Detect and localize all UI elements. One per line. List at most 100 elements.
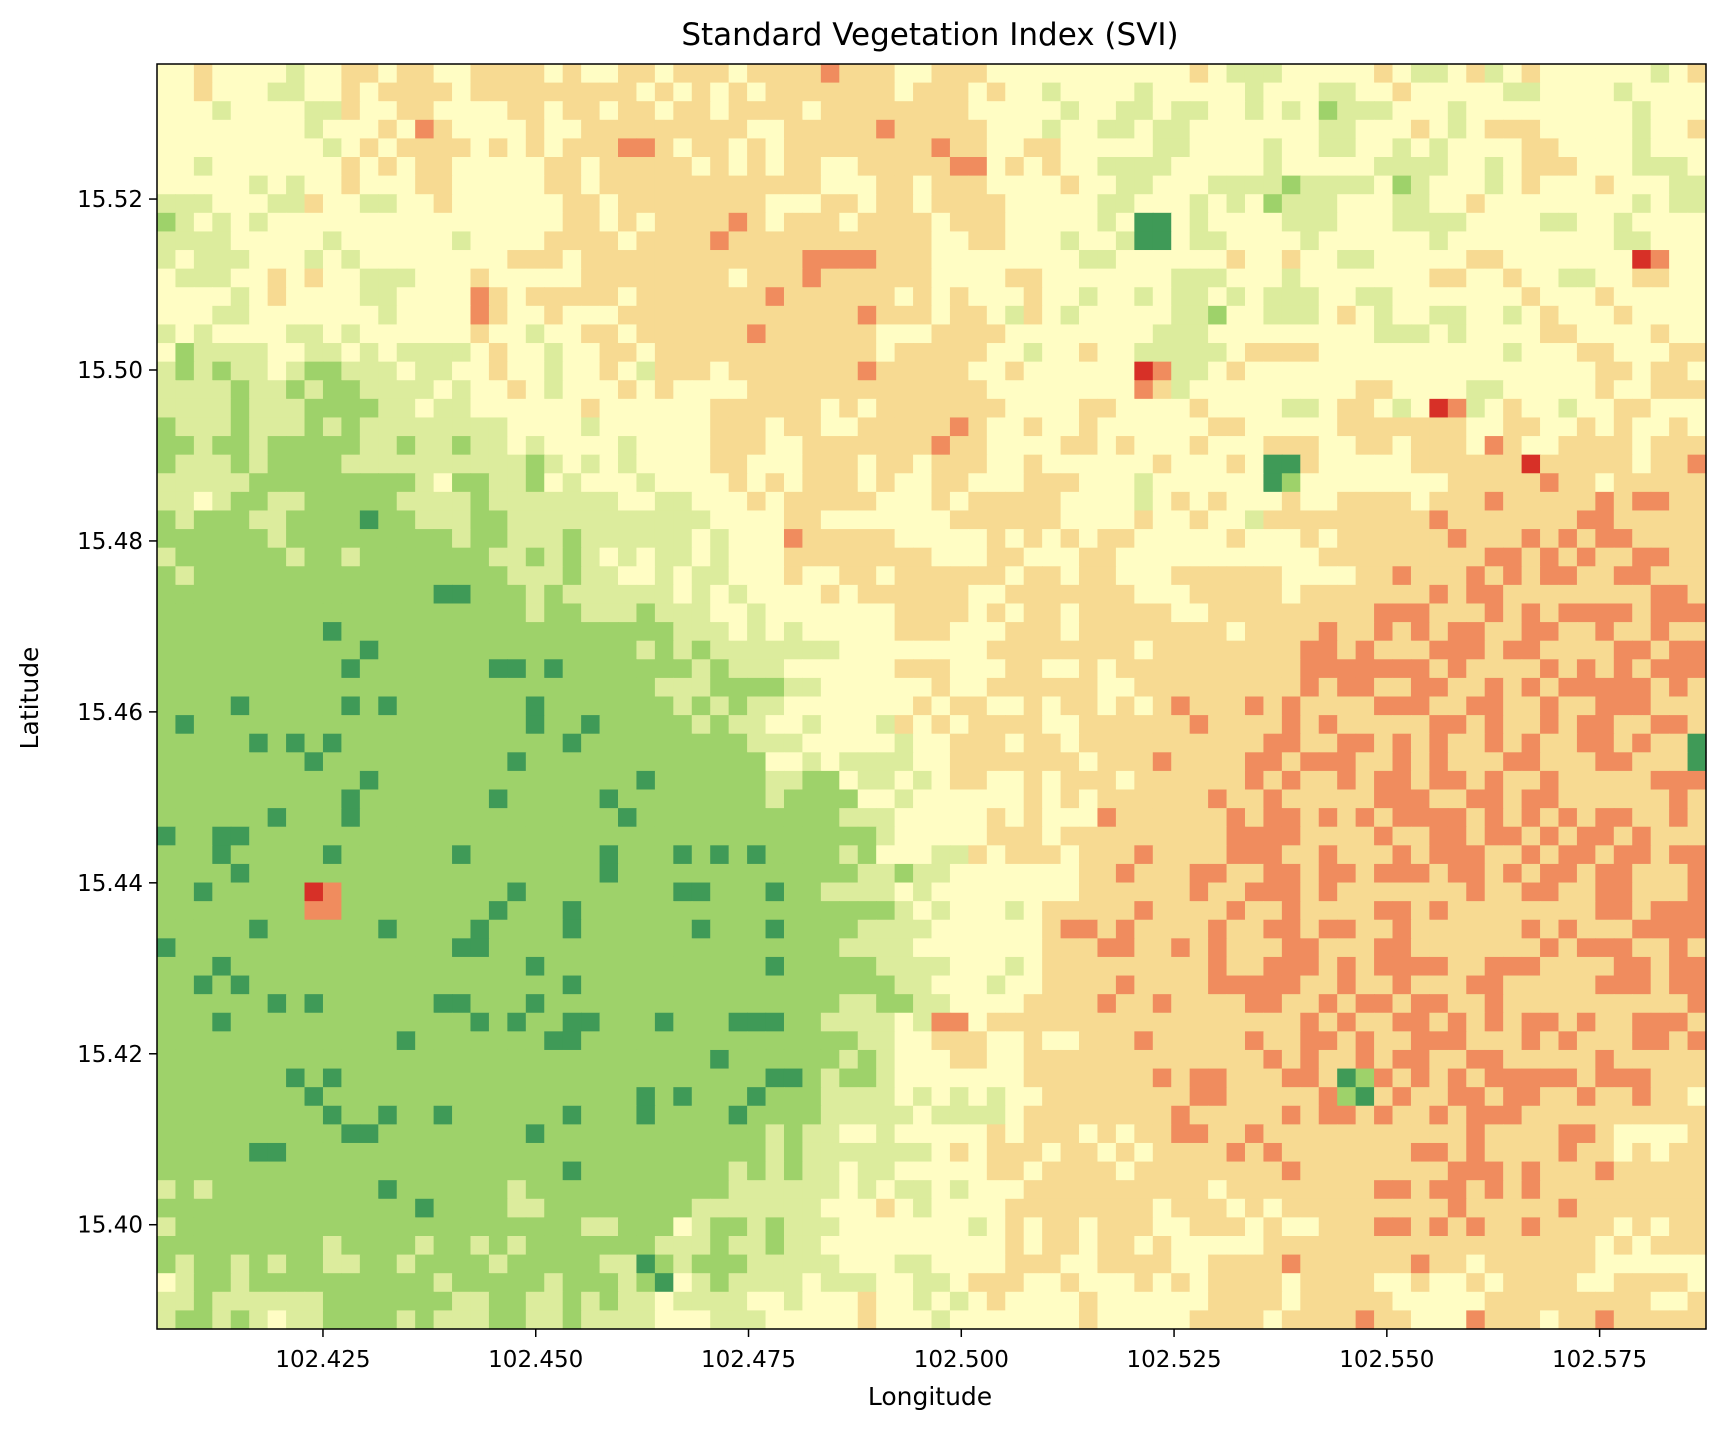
heatmap-cell bbox=[876, 584, 896, 605]
heatmap-cell bbox=[1669, 1124, 1689, 1144]
heatmap-cell bbox=[267, 845, 287, 865]
heatmap-cell bbox=[359, 584, 379, 605]
heatmap-cell bbox=[691, 380, 711, 400]
heatmap-cell bbox=[1576, 268, 1596, 288]
heatmap-cell bbox=[1650, 361, 1670, 381]
heatmap-cell bbox=[1134, 268, 1154, 288]
heatmap-cell bbox=[1355, 119, 1375, 140]
heatmap-cell bbox=[986, 454, 1006, 474]
heatmap-cell bbox=[1355, 398, 1375, 419]
heatmap-cell bbox=[1447, 789, 1467, 809]
heatmap-cell bbox=[304, 1105, 324, 1125]
heatmap-cell bbox=[1484, 250, 1504, 270]
heatmap-cell bbox=[378, 417, 398, 437]
heatmap-cell bbox=[876, 1124, 896, 1144]
heatmap-cell bbox=[636, 566, 656, 586]
heatmap-cell bbox=[1263, 231, 1283, 251]
heatmap-cell bbox=[820, 789, 840, 809]
heatmap-cell bbox=[1374, 510, 1394, 530]
heatmap-cell bbox=[1650, 863, 1670, 884]
heatmap-cell bbox=[876, 529, 896, 549]
heatmap-cell bbox=[1337, 733, 1357, 753]
heatmap-cell bbox=[1281, 212, 1301, 233]
heatmap-cell bbox=[1650, 1049, 1670, 1070]
heatmap-cell bbox=[1576, 510, 1596, 530]
heatmap-cell bbox=[1171, 268, 1191, 288]
heatmap-cell bbox=[728, 138, 748, 158]
heatmap-cell bbox=[341, 1012, 361, 1032]
heatmap-cell bbox=[673, 770, 693, 791]
heatmap-cell bbox=[783, 640, 804, 660]
heatmap-cell bbox=[230, 938, 250, 958]
heatmap-cell bbox=[322, 82, 342, 102]
heatmap-cell bbox=[488, 64, 508, 84]
heatmap-cell bbox=[710, 808, 730, 828]
heatmap-cell bbox=[470, 510, 490, 530]
heatmap-cell bbox=[1226, 901, 1246, 921]
heatmap-cell bbox=[267, 640, 287, 660]
heatmap-cell bbox=[1521, 138, 1541, 158]
heatmap-cell bbox=[857, 1068, 877, 1088]
heatmap-cell bbox=[470, 436, 490, 456]
heatmap-cell bbox=[654, 752, 674, 772]
heatmap-cell bbox=[747, 938, 767, 958]
heatmap-cell bbox=[378, 231, 398, 251]
heatmap-cell bbox=[691, 436, 711, 456]
heatmap-cell bbox=[304, 138, 324, 158]
heatmap-cell bbox=[470, 826, 490, 846]
heatmap-cell bbox=[1337, 659, 1357, 679]
heatmap-cell bbox=[322, 845, 342, 865]
heatmap-cell bbox=[1503, 250, 1523, 270]
heatmap-cell bbox=[986, 919, 1006, 939]
heatmap-cell bbox=[1208, 975, 1228, 995]
heatmap-cell bbox=[802, 194, 822, 214]
heatmap-cell bbox=[378, 715, 398, 735]
heatmap-cell bbox=[1669, 1142, 1689, 1163]
heatmap-cell bbox=[415, 696, 435, 716]
heatmap-cell bbox=[1669, 826, 1689, 846]
heatmap-cell bbox=[765, 677, 785, 698]
heatmap-cell bbox=[415, 566, 435, 586]
heatmap-cell bbox=[488, 1161, 508, 1181]
heatmap-cell bbox=[1392, 212, 1412, 233]
heatmap-cell bbox=[1042, 845, 1062, 865]
heatmap-cell bbox=[544, 770, 564, 791]
heatmap-cell bbox=[802, 994, 822, 1014]
heatmap-cell bbox=[1484, 1049, 1504, 1070]
heatmap-cell bbox=[1650, 398, 1670, 419]
heatmap-cell bbox=[1171, 696, 1191, 716]
heatmap-cell bbox=[1447, 157, 1467, 177]
heatmap-cell bbox=[1613, 956, 1633, 977]
heatmap-cell bbox=[1466, 622, 1486, 642]
heatmap-cell bbox=[1097, 863, 1117, 884]
heatmap-cell bbox=[193, 1124, 213, 1144]
heatmap-cell bbox=[820, 994, 840, 1014]
heatmap-cell bbox=[1687, 882, 1707, 902]
heatmap-cell bbox=[1521, 733, 1541, 753]
heatmap-cell bbox=[1337, 770, 1357, 791]
heatmap-cell bbox=[378, 454, 398, 474]
heatmap-cell bbox=[1023, 659, 1043, 679]
heatmap-cell bbox=[1226, 659, 1246, 679]
heatmap-cell bbox=[1097, 808, 1117, 828]
heatmap-cell bbox=[1152, 603, 1172, 623]
heatmap-cell bbox=[230, 845, 250, 865]
heatmap-cell bbox=[599, 491, 619, 512]
heatmap-cell bbox=[1650, 677, 1670, 698]
heatmap-cell bbox=[1374, 138, 1394, 158]
heatmap-cell bbox=[857, 473, 877, 493]
heatmap-cell bbox=[1540, 826, 1560, 846]
heatmap-cell bbox=[1042, 882, 1062, 902]
heatmap-cell bbox=[1337, 380, 1357, 400]
heatmap-cell bbox=[1576, 138, 1596, 158]
heatmap-cell bbox=[415, 157, 435, 177]
heatmap-cell bbox=[193, 826, 213, 846]
heatmap-cell bbox=[691, 361, 711, 381]
heatmap-cell bbox=[913, 231, 933, 251]
heatmap-cell bbox=[1226, 1105, 1246, 1125]
heatmap-cell bbox=[1023, 1012, 1043, 1032]
heatmap-cell bbox=[1263, 863, 1283, 884]
heatmap-cell bbox=[1244, 994, 1265, 1014]
heatmap-cell bbox=[968, 975, 988, 995]
heatmap-cell bbox=[1042, 138, 1062, 158]
